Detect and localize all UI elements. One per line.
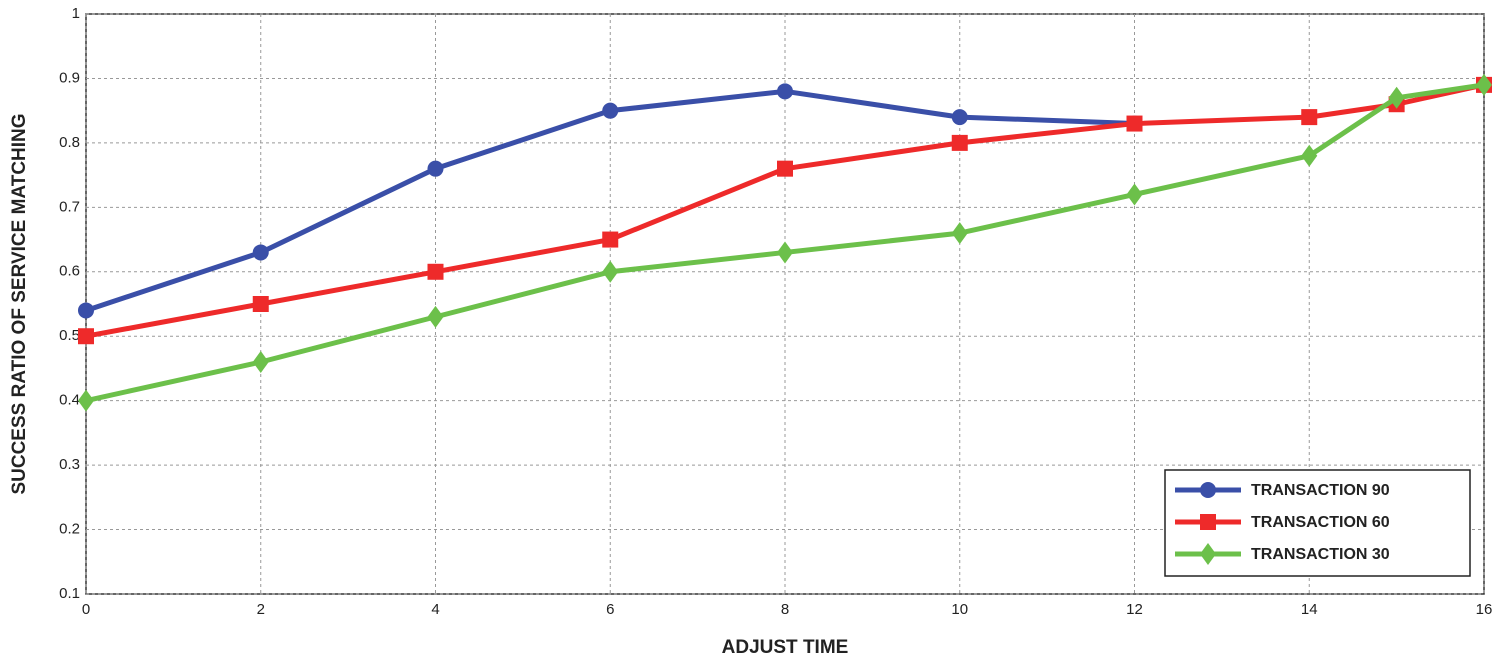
marker	[1301, 109, 1318, 126]
marker	[1476, 73, 1492, 96]
y-tick-label: 0.3	[59, 456, 80, 473]
marker	[78, 389, 94, 412]
x-tick-label: 0	[82, 601, 90, 618]
marker	[1126, 183, 1143, 206]
y-tick-label: 0.7	[59, 198, 80, 215]
marker	[777, 241, 793, 264]
marker	[777, 83, 793, 100]
y-tick-label: 0.1	[59, 585, 80, 602]
marker	[252, 244, 269, 261]
marker	[602, 231, 619, 248]
marker	[252, 351, 269, 373]
marker	[252, 296, 269, 312]
marker	[1388, 86, 1405, 109]
series-line	[85, 82, 1485, 404]
x-tick-label: 8	[781, 601, 789, 618]
marker	[951, 109, 968, 126]
marker	[951, 222, 968, 245]
marker	[1200, 482, 1216, 498]
x-tick-label: 14	[1301, 601, 1318, 618]
y-tick-label: 0.4	[59, 392, 80, 409]
x-tick-label: 6	[606, 601, 614, 618]
series-line	[85, 82, 1485, 339]
marker	[951, 134, 968, 151]
x-tick-label: 12	[1126, 601, 1143, 618]
y-tick-label: 1	[72, 5, 80, 22]
marker	[602, 260, 619, 283]
x-tick-label: 16	[1476, 601, 1493, 618]
marker	[602, 102, 619, 119]
marker	[1301, 144, 1318, 167]
marker	[427, 160, 444, 177]
x-tick-label: 10	[951, 601, 968, 618]
x-axis-label: ADJUST TIME	[722, 637, 849, 658]
marker	[427, 305, 444, 328]
legend-label: TRANSACTION 30	[1251, 546, 1390, 563]
y-tick-label: 0.5	[59, 327, 80, 344]
y-tick-label: 0.2	[59, 521, 80, 538]
marker	[777, 160, 793, 177]
marker	[1200, 543, 1216, 565]
y-axis-label: SUCCESS RATIO OF SERVICE MATCHING	[9, 113, 30, 494]
marker	[1200, 514, 1216, 530]
marker	[427, 263, 444, 280]
x-tick-label: 4	[431, 601, 439, 618]
legend-label: TRANSACTION 60	[1251, 514, 1390, 531]
y-tick-label: 0.8	[59, 134, 80, 151]
x-tick-label: 2	[257, 601, 265, 618]
y-tick-label: 0.6	[59, 263, 80, 280]
marker	[78, 302, 94, 319]
marker	[78, 328, 94, 345]
marker	[1126, 115, 1143, 132]
y-tick-label: 0.9	[59, 69, 80, 86]
legend-label: TRANSACTION 90	[1251, 482, 1390, 499]
